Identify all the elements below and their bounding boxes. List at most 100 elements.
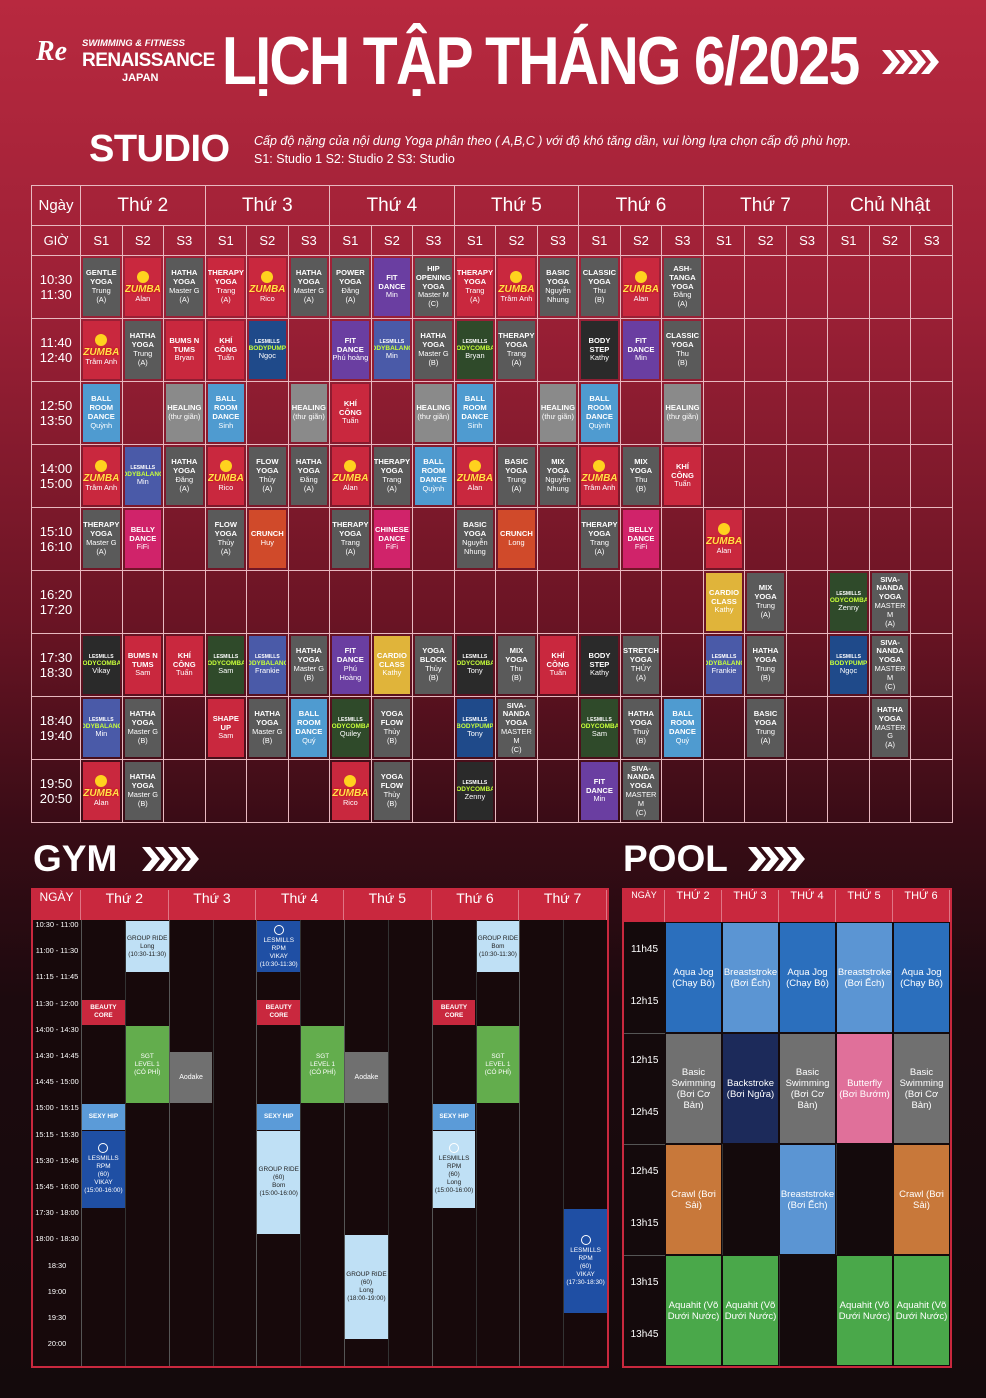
class-block[interactable]: HATHA YOGA Master G (B) <box>124 699 162 757</box>
gym-class-block[interactable]: Aodake <box>345 1052 388 1104</box>
gym-class-block[interactable]: LESMILLS RPM VIKAY (10:30-11:30) <box>257 921 301 973</box>
class-block[interactable]: POWER YOGA Đăng (A) <box>332 258 369 316</box>
class-block[interactable]: KHÍ CÔNG Tuấn <box>332 384 369 442</box>
class-block[interactable]: SIVA-NANDA YOGA MASTER M (C) <box>498 699 535 757</box>
class-block[interactable]: BALL ROOM DANCE Quý <box>290 699 328 757</box>
class-block[interactable]: BELLY DANCE FiFi <box>124 510 162 568</box>
class-block[interactable]: HATHA YOGA Master G (A) <box>166 258 203 316</box>
class-block[interactable]: LESMILLSBODYBALANCEMin <box>124 447 162 505</box>
pool-class-block[interactable]: Backstroke (Bơi Ngửa) <box>722 1033 779 1144</box>
pool-class-block[interactable]: Crawl (Bơi Sải) <box>893 1144 950 1255</box>
class-block[interactable]: KHÍ CÔNG Tuấn <box>539 636 577 694</box>
class-block[interactable]: SHAPE UP Sam <box>207 699 245 757</box>
class-block[interactable]: ZUMBA Alan <box>124 258 162 316</box>
class-block[interactable]: FIT DANCE Phú Hoàng <box>332 636 369 694</box>
class-block[interactable]: BELLY DANCE FiFi <box>622 510 660 568</box>
gym-class-block[interactable]: SEXY HIP <box>432 1104 476 1130</box>
class-block[interactable]: BALL ROOM DANCE Sinh <box>456 384 494 442</box>
gym-class-block[interactable]: GROUP RIDE Long (10:30-11:30) <box>125 921 169 973</box>
class-block[interactable]: BALL ROOM DANCE Quỳnh <box>83 384 120 442</box>
class-block[interactable]: FIT DANCE Min <box>373 258 411 316</box>
class-block[interactable]: HEALING (thư giãn) <box>415 384 452 442</box>
pool-class-block[interactable]: Aquahit (Võ Dưới Nước) <box>836 1255 893 1366</box>
class-block[interactable]: CRUNCH Long <box>498 510 535 568</box>
class-block[interactable]: ZUMBA Trâm Anh <box>498 258 535 316</box>
gym-class-block[interactable]: SGT LEVEL 1 (CÓ PHÍ) <box>125 1025 169 1104</box>
class-block[interactable]: YOGA BLOCK Thủy (B) <box>415 636 452 694</box>
pool-class-block[interactable]: Basic Swimming (Bơi Cơ Bản) <box>779 1033 836 1144</box>
pool-class-block[interactable]: Butterfly (Bơi Bướm) <box>836 1033 893 1144</box>
class-block[interactable]: THERAPY YOGA Trang (A) <box>498 321 535 379</box>
class-block[interactable]: ZUMBA Trâm Anh <box>83 447 120 505</box>
class-block[interactable]: LESMILLSBODYBALANCEMin <box>373 321 411 379</box>
class-block[interactable]: LESMILLSBODYCOMBATSam <box>581 699 618 757</box>
class-block[interactable]: GENTLE YOGA Trung (A) <box>83 258 120 316</box>
class-block[interactable]: HIP OPENING YOGA Master M (C) <box>415 258 452 316</box>
class-block[interactable]: LESMILLSBODYCOMBATQuiley <box>332 699 369 757</box>
class-block[interactable]: HEALING (thư giãn) <box>166 384 203 442</box>
class-block[interactable]: HEALING (thư giãn) <box>290 384 328 442</box>
pool-class-block[interactable]: Basic Swimming (Bơi Cơ Bản) <box>893 1033 950 1144</box>
class-block[interactable]: BODY STEP Kathy <box>581 636 618 694</box>
class-block[interactable]: BALL ROOM DANCE Sinh <box>207 384 245 442</box>
class-block[interactable]: MIX YOGA Trung (A) <box>747 573 784 631</box>
class-block[interactable]: ZUMBA Rico <box>332 762 369 820</box>
class-block[interactable]: LESMILLSBODYCOMBATZenny <box>456 762 494 820</box>
gym-class-block[interactable]: GROUP RIDE (60) Bom (15:00-16:00) <box>257 1130 301 1235</box>
class-block[interactable]: THERAPY YOGA Trang (A) <box>373 447 411 505</box>
gym-class-block[interactable]: SGT LEVEL 1 (CÓ PHÍ) <box>476 1025 520 1104</box>
class-block[interactable]: SIVA-NANDA YOGA MASTER M (A) <box>871 573 909 631</box>
class-block[interactable]: FIT DANCE Min <box>622 321 660 379</box>
class-block[interactable]: HATHA YOGA Master G (B) <box>415 321 452 379</box>
class-block[interactable]: LESMILLS BODYPUMP Tony <box>456 699 494 757</box>
gym-class-block[interactable]: LESMILLS RPM (60) VIKAY (17:30-18:30) <box>564 1209 607 1313</box>
class-block[interactable]: HATHA YOGA Đăng (A) <box>290 447 328 505</box>
class-block[interactable]: CRUNCH Huy <box>249 510 286 568</box>
class-block[interactable]: LESMILLSBODYCOMBATBryan <box>456 321 494 379</box>
class-block[interactable]: HATHA YOGA Master G (B) <box>249 699 286 757</box>
class-block[interactable]: LESMILLSBODYCOMBATTony <box>456 636 494 694</box>
gym-class-block[interactable]: GROUP RIDE (60) Long (18:00-19:00) <box>345 1235 388 1340</box>
gym-class-block[interactable]: BEAUTY CORE <box>82 999 125 1025</box>
class-block[interactable]: HATHA YOGA MASTER G (A) <box>871 699 909 757</box>
class-block[interactable]: HATHA YOGA Master G (B) <box>124 762 162 820</box>
gym-class-block[interactable]: Aodake <box>169 1052 213 1104</box>
class-block[interactable]: THERAPY YOGA Trang (A) <box>581 510 618 568</box>
pool-class-block[interactable]: Aquahit (Võ Dưới Nước) <box>893 1255 950 1366</box>
class-block[interactable]: LESMILLS BODYPUMP Ngọc <box>249 321 286 379</box>
class-block[interactable]: ASH-TANGA YOGA Đăng (A) <box>664 258 701 316</box>
gym-class-block[interactable]: SEXY HIP <box>257 1104 301 1130</box>
class-block[interactable]: LESMILLSBODYCOMBATZenny <box>830 573 867 631</box>
class-block[interactable]: BASIC YOGA Trung (A) <box>747 699 784 757</box>
pool-class-block[interactable]: Aquahit (Võ Dưới Nước) <box>665 1255 722 1366</box>
class-block[interactable]: FIT DANCE Min <box>581 762 618 820</box>
gym-class-block[interactable]: GROUP RIDE Bom (10:30-11:30) <box>476 921 520 973</box>
class-block[interactable]: THERAPY YOGA Trang (A) <box>207 258 245 316</box>
class-block[interactable]: THERAPY YOGA Trang (A) <box>332 510 369 568</box>
class-block[interactable]: HATHA YOGA Trung (A) <box>124 321 162 379</box>
class-block[interactable]: BASIC YOGA Trung (A) <box>498 447 535 505</box>
class-block[interactable]: FLOW YOGA Thủy (A) <box>249 447 286 505</box>
gym-class-block[interactable]: LESMILLS RPM (60) VIKAY (15:00-16:00) <box>82 1130 125 1209</box>
class-block[interactable]: HATHA YOGA Thuỷ (B) <box>622 699 660 757</box>
class-block[interactable]: LESMILLSBODYCOMBATSam <box>207 636 245 694</box>
class-block[interactable]: ZUMBA Alan <box>332 447 369 505</box>
class-block[interactable]: BASIC YOGA Nguyễn Nhung <box>539 258 577 316</box>
pool-class-block[interactable]: Aqua Jog (Chạy Bộ) <box>779 922 836 1033</box>
class-block[interactable]: KHÍ CÔNG Tuấn <box>664 447 701 505</box>
pool-class-block[interactable]: Crawl (Bơi Sải) <box>665 1144 722 1255</box>
class-block[interactable]: KHÍ CÔNG Tuấn <box>166 636 203 694</box>
class-block[interactable]: LESMILLS BODYPUMP Ngọc <box>830 636 867 694</box>
class-block[interactable]: BALL ROOM DANCE Quỳnh <box>581 384 618 442</box>
pool-class-block[interactable]: Aqua Jog (Chạy Bộ) <box>665 922 722 1033</box>
class-block[interactable]: ZUMBA Trâm Anh <box>83 321 120 379</box>
class-block[interactable]: LESMILLSBODYBALANCEMin <box>83 699 120 757</box>
class-block[interactable]: YOGA FLOW Thủy (B) <box>373 699 411 757</box>
class-block[interactable]: STRETCH YOGA THỦY (A) <box>622 636 660 694</box>
pool-class-block[interactable]: Breaststroke (Bơi Ếch) <box>836 922 893 1033</box>
class-block[interactable]: CLASSIC YOGA Thu (B) <box>664 321 701 379</box>
class-block[interactable]: SIVA-NANDA YOGA MASTER M (C) <box>871 636 909 694</box>
class-block[interactable]: THERAPY YOGA Trang (A) <box>456 258 494 316</box>
class-block[interactable]: HATHA YOGA Trung (B) <box>747 636 784 694</box>
class-block[interactable]: BUMS N TUMS Bryan <box>166 321 203 379</box>
